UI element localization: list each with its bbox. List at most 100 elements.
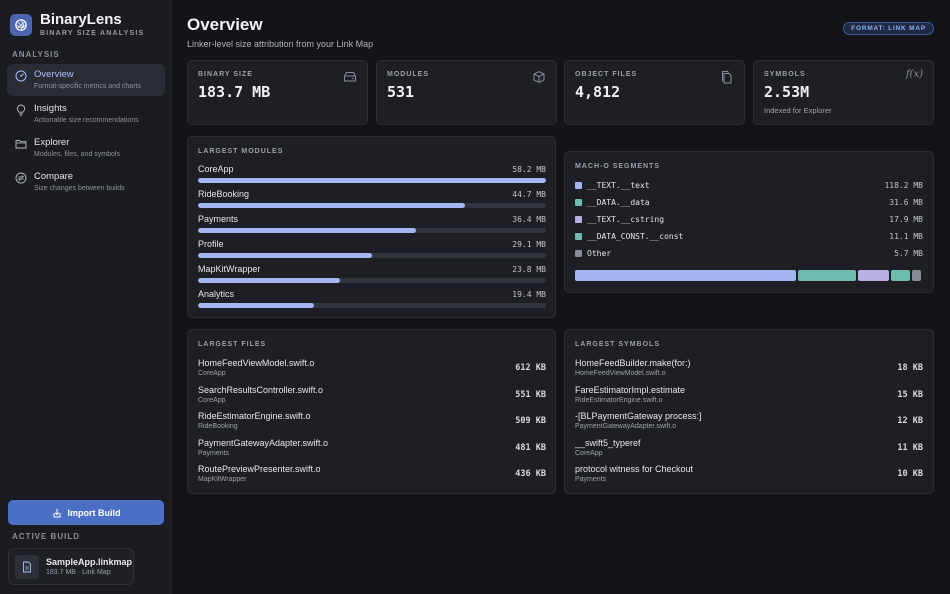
segment-row[interactable]: __TEXT.__text 118.2 MB bbox=[575, 178, 923, 192]
card-title: LARGEST SYMBOLS bbox=[575, 341, 661, 348]
app-name: BinaryLens bbox=[40, 11, 122, 28]
file-row-name: PaymentGatewayAdapter.swift.o bbox=[198, 437, 329, 448]
symbol-row[interactable]: __swift5_typeref CoreApp 11 KB bbox=[575, 438, 923, 462]
module-size: 23.8 MB bbox=[512, 265, 546, 274]
sidebar-item-title: Explorer bbox=[34, 137, 70, 148]
sidebar-item-title: Compare bbox=[34, 171, 74, 182]
lightbulb-icon bbox=[16, 104, 26, 116]
active-build-label: ACTIVE BUILD bbox=[12, 532, 80, 541]
file-row[interactable]: RoutePreviewPresenter.swift.o MapKitWrapp… bbox=[198, 464, 546, 488]
segment-name: Other bbox=[587, 248, 612, 258]
symbol-row[interactable]: HomeFeedBuilder.make(for:) HomeFeedViewMo… bbox=[575, 358, 923, 382]
sidebar-item-title: Insights bbox=[34, 103, 67, 114]
import-build-button[interactable]: Import Build bbox=[8, 500, 164, 525]
segment-size: 118.2 MB bbox=[884, 180, 923, 190]
symbol-row-name: HomeFeedBuilder.make(for:) bbox=[575, 358, 691, 368]
app-logo-icon bbox=[10, 13, 32, 36]
format-badge: FORMAT: LINK MAP bbox=[843, 22, 934, 35]
folder-icon bbox=[15, 140, 27, 149]
segment-row[interactable]: __DATA.__data 31.6 MB bbox=[575, 195, 923, 209]
module-size: 19.4 MB bbox=[512, 290, 546, 299]
sidebar-item-overview[interactable]: Overview Format-specific metrics and cha… bbox=[7, 64, 165, 96]
module-name: RideBooking bbox=[198, 189, 250, 199]
symbol-row[interactable]: protocol witness for Checkout Payments 10 … bbox=[575, 464, 923, 488]
stat-value: 183.7 MB bbox=[198, 83, 271, 101]
sidebar-nav: Overview Format-specific metrics and cha… bbox=[7, 64, 165, 200]
largest-symbols-card: LARGEST SYMBOLS HomeFeedBuilder.make(for… bbox=[564, 329, 934, 494]
module-row[interactable]: RideBooking 44.7 MB bbox=[198, 189, 546, 211]
stat-value: 4,812 bbox=[575, 83, 621, 101]
sidebar-item-subtitle: Actionable size recommendations bbox=[34, 117, 139, 124]
segment-size: 31.6 MB bbox=[889, 197, 923, 207]
largest-files-card: LARGEST FILES HomeFeedViewModel.swift.o C… bbox=[187, 329, 556, 494]
segment-size: 11.1 MB bbox=[889, 231, 923, 241]
module-row[interactable]: MapKitWrapper 23.8 MB bbox=[198, 264, 546, 286]
card-title: MACH-O SEGMENTS bbox=[575, 163, 660, 170]
module-size: 36.4 MB bbox=[512, 215, 546, 224]
stat-label: BINARY SIZE bbox=[198, 71, 253, 78]
segment-swatch bbox=[575, 198, 582, 206]
module-row[interactable]: Profile 29.1 MB bbox=[198, 239, 546, 261]
file-row-source: CoreApp bbox=[198, 396, 226, 404]
module-size: 44.7 MB bbox=[512, 190, 546, 199]
symbol-row-name: FareEstimatorImpl.estimate bbox=[575, 384, 686, 395]
segment-name: __DATA_CONST.__const bbox=[587, 231, 684, 241]
segment-bar-part bbox=[912, 270, 921, 281]
stat-label: SYMBOLS bbox=[764, 71, 806, 78]
file-row-name: SearchResultsController.swift.o bbox=[198, 384, 324, 395]
nav-section-label: ANALYSIS bbox=[12, 50, 60, 59]
symbol-row-source: CoreApp bbox=[575, 449, 603, 457]
module-size: 58.2 MB bbox=[512, 165, 546, 174]
symbol-row[interactable]: -[BLPaymentGateway process:] PaymentGatew… bbox=[575, 411, 923, 435]
segment-row[interactable]: Other 5.7 MB bbox=[575, 246, 923, 260]
file-row-name: RoutePreviewPresenter.swift.o bbox=[198, 464, 321, 474]
largest-modules-card: LARGEST MODULES CoreApp 58.2 MB RideBookin… bbox=[187, 136, 556, 318]
symbol-row-size: 10 KB bbox=[897, 469, 923, 479]
segment-name: __TEXT.__text bbox=[587, 180, 650, 190]
file-row[interactable]: SearchResultsController.swift.o CoreApp 55… bbox=[198, 385, 546, 409]
file-row-source: MapKitWrapper bbox=[198, 476, 247, 483]
stat-card-symbols: SYMBOLS 2.53M Indexed for Explorer f(x) bbox=[753, 60, 934, 125]
segments-stacked-bar bbox=[575, 270, 923, 281]
import-build-label: Import Build bbox=[67, 507, 121, 518]
file-row-name: RideEstimatorEngine.swift.o bbox=[198, 411, 311, 421]
module-bar-track bbox=[198, 253, 546, 258]
segment-row[interactable]: __DATA_CONST.__const 11.1 MB bbox=[575, 229, 923, 243]
stat-label: OBJECT FILES bbox=[575, 71, 638, 78]
segment-name: __TEXT.__cstring bbox=[587, 214, 665, 224]
sidebar-item-compare[interactable]: Compare Size changes between builds bbox=[7, 166, 165, 198]
module-row[interactable]: Analytics 19.4 MB bbox=[198, 289, 546, 311]
active-build-card[interactable]: SampleApp.linkmap 183.7 MB · Link Map bbox=[8, 548, 134, 585]
segment-size: 5.7 MB bbox=[894, 248, 923, 258]
segment-name: __DATA.__data bbox=[587, 197, 650, 207]
cube-icon bbox=[533, 70, 545, 84]
module-name: Analytics bbox=[198, 289, 235, 299]
sidebar-item-insights[interactable]: Insights Actionable size recommendations bbox=[7, 98, 165, 130]
symbol-row-name: __swift5_typeref bbox=[575, 437, 641, 448]
segment-bar-part bbox=[857, 270, 890, 281]
module-row[interactable]: Payments 36.4 MB bbox=[198, 214, 546, 236]
sidebar-item-explorer[interactable]: Explorer Modules, files, and symbols bbox=[7, 132, 165, 164]
stat-value: 531 bbox=[387, 83, 415, 101]
stat-label: MODULES bbox=[387, 71, 429, 78]
segment-bar-part bbox=[797, 270, 856, 281]
files-icon bbox=[722, 71, 732, 84]
module-bar-fill bbox=[198, 228, 416, 233]
module-row[interactable]: CoreApp 58.2 MB bbox=[198, 164, 546, 186]
symbol-row-size: 11 KB bbox=[897, 442, 923, 453]
module-bar-track bbox=[198, 203, 546, 208]
compare-icon bbox=[15, 172, 27, 184]
stat-value: 2.53M bbox=[764, 83, 810, 101]
gauge-icon bbox=[15, 70, 27, 82]
module-size: 29.1 MB bbox=[512, 240, 546, 249]
active-build-name: SampleApp.linkmap bbox=[46, 557, 133, 567]
active-build-meta: 183.7 MB · Link Map bbox=[46, 569, 111, 576]
module-bar-track bbox=[198, 303, 546, 308]
file-row[interactable]: PaymentGatewayAdapter.swift.o Payments 481… bbox=[198, 438, 546, 462]
file-row[interactable]: HomeFeedViewModel.swift.o CoreApp 612 KB bbox=[198, 358, 546, 382]
stat-card-modules: MODULES 531 bbox=[376, 60, 557, 125]
function-icon: f(x) bbox=[905, 69, 923, 80]
file-row[interactable]: RideEstimatorEngine.swift.o RideBooking 50… bbox=[198, 411, 546, 435]
symbol-row[interactable]: FareEstimatorImpl.estimate RideEstimatorE… bbox=[575, 385, 923, 409]
segment-row[interactable]: __TEXT.__cstring 17.9 MB bbox=[575, 212, 923, 226]
